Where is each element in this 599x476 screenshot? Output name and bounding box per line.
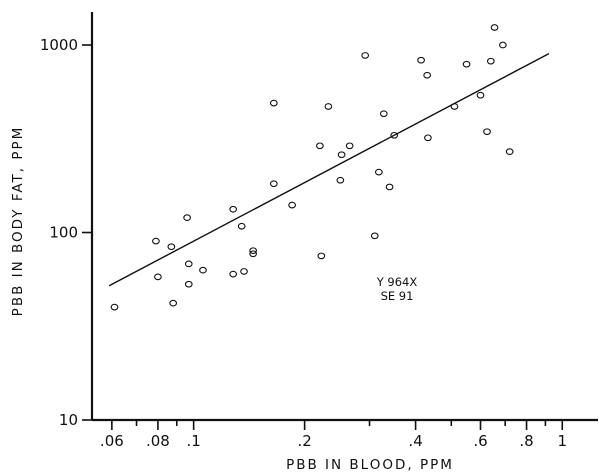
data-point xyxy=(336,176,345,184)
x-tick-label: 1 xyxy=(558,432,568,450)
x-tick-label: .08 xyxy=(146,432,170,450)
data-point xyxy=(390,131,399,139)
y-tick-label: 1000 xyxy=(40,36,78,54)
data-point xyxy=(385,183,394,191)
data-point xyxy=(184,280,193,288)
data-point xyxy=(486,57,495,65)
data-point xyxy=(240,268,248,275)
data-point xyxy=(424,134,432,142)
y-axis-label: PBB IN BODY FAT, PPM xyxy=(10,126,26,317)
data-point xyxy=(450,103,459,110)
y-tick-label: 100 xyxy=(49,224,78,242)
data-point xyxy=(249,247,257,255)
data-point xyxy=(375,168,383,176)
x-tick-label: .8 xyxy=(519,432,533,450)
x-tick-label: .2 xyxy=(297,432,311,450)
data-point xyxy=(237,222,246,230)
data-point xyxy=(169,299,178,307)
data-point xyxy=(110,303,119,311)
x-tick-label: .4 xyxy=(408,432,422,450)
data-point xyxy=(184,260,193,268)
x-axis-label: PBB IN BLOOD, PPM xyxy=(286,457,454,473)
data-point xyxy=(361,52,370,59)
data-point xyxy=(337,151,346,159)
data-point xyxy=(370,232,379,240)
data-point xyxy=(499,41,507,49)
data-point xyxy=(379,110,388,118)
data-point xyxy=(269,99,278,107)
x-tick-label: .06 xyxy=(100,432,124,450)
data-point xyxy=(317,252,326,260)
data-point xyxy=(288,201,296,209)
plot-area: .06 .08 .1 .2 .4 .6 .8 1 10 100 1000 xyxy=(40,12,598,450)
regression-equation: Y 964X xyxy=(376,275,418,289)
data-point xyxy=(417,56,425,64)
data-point xyxy=(249,250,257,258)
standard-error-label: SE 91 xyxy=(381,289,414,303)
data-point xyxy=(183,214,191,222)
data-points xyxy=(110,24,514,311)
data-point xyxy=(154,273,162,281)
data-point xyxy=(476,91,485,99)
data-point xyxy=(490,24,499,31)
data-point xyxy=(229,205,238,213)
data-point xyxy=(229,270,238,278)
x-tick-label: .1 xyxy=(186,432,200,450)
data-point xyxy=(505,148,514,155)
data-point xyxy=(324,103,333,110)
data-point xyxy=(167,243,176,251)
data-point xyxy=(269,180,278,188)
axis-tick-labels: .06 .08 .1 .2 .4 .6 .8 1 10 100 1000 xyxy=(40,36,567,450)
axis-ticks xyxy=(82,44,564,430)
data-point xyxy=(423,71,432,79)
x-tick-label: .6 xyxy=(473,432,487,450)
data-point xyxy=(483,128,491,136)
y-tick-label: 10 xyxy=(59,411,78,429)
regression-line xyxy=(108,52,550,287)
data-point xyxy=(462,60,471,68)
data-point xyxy=(199,266,207,274)
data-point xyxy=(152,237,160,245)
data-point xyxy=(316,142,324,150)
data-point xyxy=(345,142,354,150)
